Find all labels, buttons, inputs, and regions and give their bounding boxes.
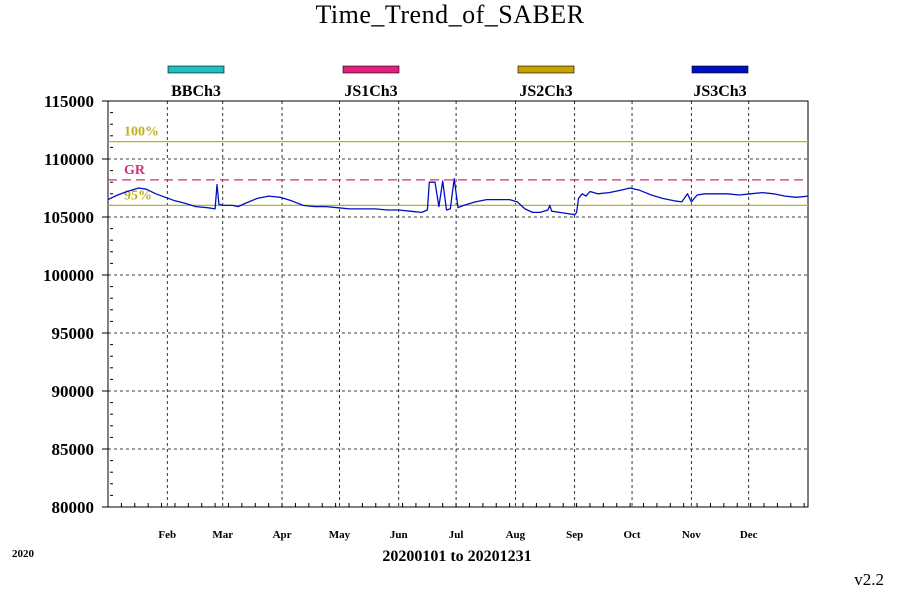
legend-swatch (167, 65, 225, 74)
year-label: 2020 (12, 548, 34, 560)
x-tick-label: Aug (506, 529, 526, 541)
chart-title: Time_Trend_of_SABER (315, 0, 585, 29)
reference-line-label: 100% (124, 125, 159, 140)
series-line-js3ch3 (107, 178, 809, 216)
date-range-label: 20200101 to 20201231 (382, 548, 532, 565)
plot-frame (107, 100, 809, 508)
legend-swatch (691, 65, 749, 74)
legend-swatch (342, 65, 400, 74)
x-tick-label: Jun (390, 529, 408, 541)
legend-label: JS1Ch3 (344, 83, 397, 100)
legend-swatch (517, 65, 575, 74)
y-tick-label: 110000 (44, 150, 94, 169)
y-tick-label: 90000 (52, 382, 95, 401)
version-label: v2.2 (854, 570, 884, 589)
x-tick-label: Dec (740, 529, 758, 541)
y-tick-label: 115000 (44, 92, 94, 111)
y-tick-label: 80000 (52, 498, 95, 517)
x-tick-label: Jul (449, 529, 464, 541)
y-tick-label: 100000 (43, 266, 94, 285)
x-tick-label: Apr (273, 529, 292, 541)
x-tick-label: Sep (566, 529, 583, 541)
legend-label: JS3Ch3 (693, 83, 746, 100)
x-tick-label: Oct (623, 529, 640, 541)
y-tick-label: 95000 (52, 324, 95, 343)
reference-line-label: GR (124, 163, 146, 178)
x-tick-label: Feb (158, 529, 176, 541)
legend-label: BBCh3 (171, 83, 221, 100)
legend-label: JS2Ch3 (519, 83, 572, 100)
reference-line-label: 95% (124, 188, 152, 203)
y-tick-label: 85000 (52, 440, 95, 459)
x-tick-label: Mar (212, 529, 233, 541)
y-tick-label: 105000 (43, 208, 94, 227)
x-tick-label: May (329, 529, 351, 541)
x-tick-label: Nov (682, 529, 701, 541)
